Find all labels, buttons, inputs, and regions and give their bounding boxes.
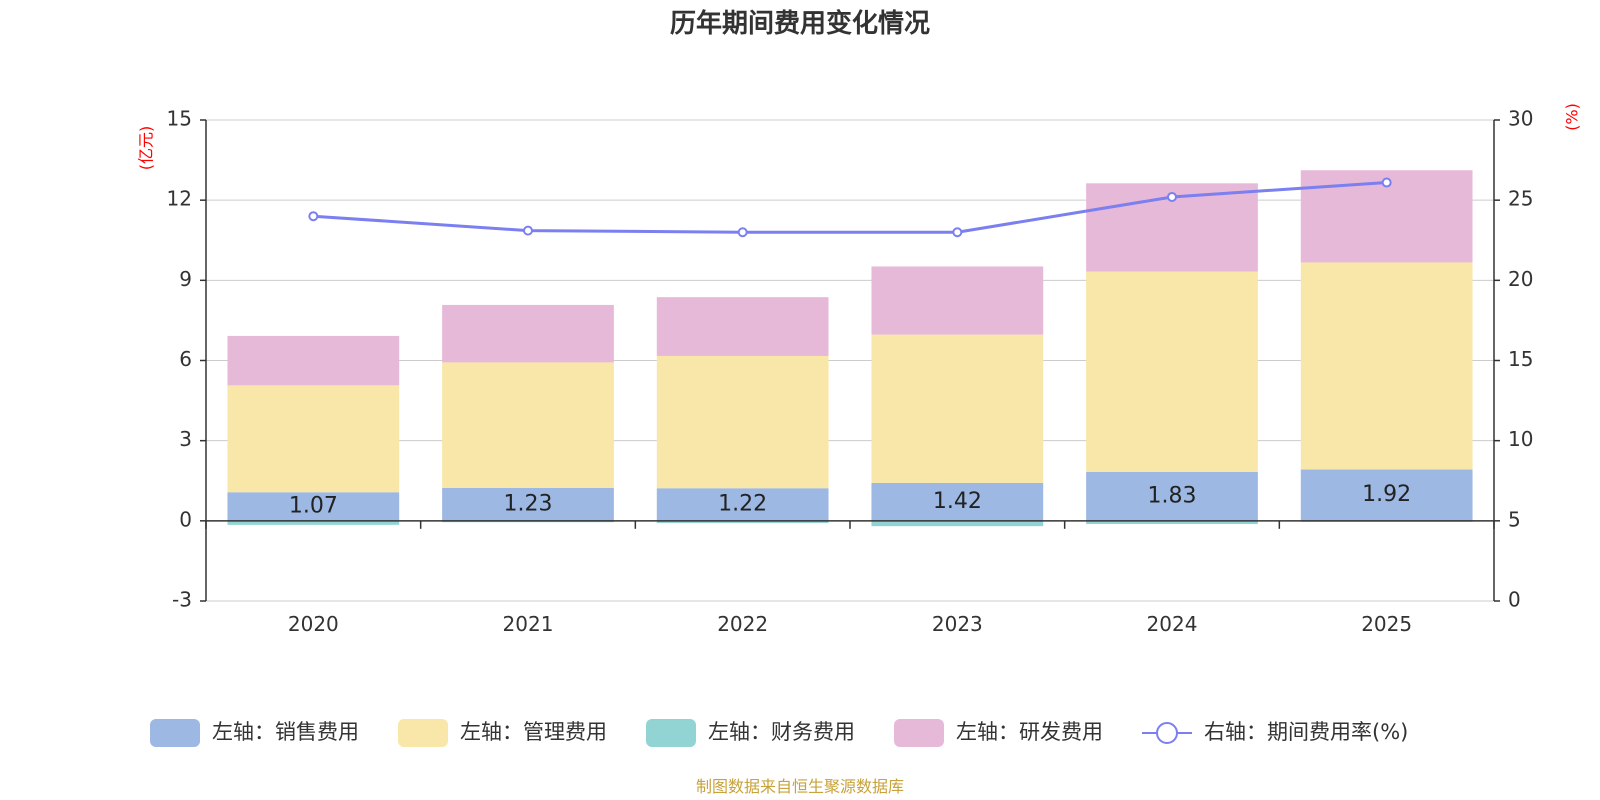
bar-segment (656, 297, 829, 356)
rate-line (313, 181, 1387, 234)
left-axis-tick-label: 15 (167, 107, 192, 131)
data-label: 1.23 (504, 491, 553, 516)
bar-segment (442, 304, 614, 363)
bar-segment-negative (656, 520, 829, 523)
bar-segment (656, 488, 829, 521)
legend-label: 左轴：销售费用 (212, 720, 359, 744)
bar-segment (227, 492, 400, 521)
x-axis-label: 2022 (717, 612, 768, 636)
right-axis-unit: (%) (1563, 103, 1582, 131)
right-axis-tick-label: 25 (1508, 187, 1533, 211)
legend-label: 左轴：管理费用 (460, 720, 607, 744)
right-axis-tick-label: 0 (1508, 588, 1521, 612)
left-axis-tick-label: 12 (167, 187, 192, 211)
data-label: 1.22 (718, 492, 767, 517)
left-axis-tick-label: 6 (179, 347, 192, 371)
legend-label: 左轴：财务费用 (708, 720, 855, 744)
bar-segment (442, 487, 614, 521)
bar-segment-negative (1086, 520, 1258, 525)
x-axis-label: 2020 (288, 612, 339, 636)
bar-segment (1300, 262, 1473, 470)
legend: 左轴：销售费用 左轴：管理费用 左轴：财务费用 左轴：研发费用 右轴：期间费用率(%) (150, 719, 1408, 747)
data-label: 1.83 (1148, 483, 1197, 508)
data-labels-group: 1.07 1.23 1.22 1.42 1.83 1.92 (289, 482, 1411, 518)
x-axis-label: 2025 (1361, 612, 1412, 636)
legend-swatch (646, 719, 696, 747)
right-axis-tick-label: 15 (1508, 347, 1533, 371)
right-axis-tick-label: 30 (1508, 107, 1533, 131)
data-label: 1.07 (289, 494, 338, 519)
rate-point (1381, 177, 1392, 188)
rate-line-group (308, 177, 1392, 238)
legend-label: 右轴：期间费用率(%) (1204, 720, 1408, 744)
source-note: 制图数据来自恒生聚源数据库 (696, 777, 904, 796)
left-axis-tick-label: -3 (172, 588, 192, 612)
legend-swatch (398, 719, 448, 747)
rate-point (952, 227, 963, 238)
chart-title: 历年期间费用变化情况 (670, 8, 930, 39)
legend-swatch (150, 719, 200, 747)
left-axis-tick-label: 3 (179, 427, 192, 451)
bar-segment (871, 334, 1044, 483)
legend-label: 左轴：研发费用 (956, 720, 1103, 744)
left-axis-unit: (亿元) (137, 126, 156, 171)
bar-segment (227, 385, 400, 493)
right-axis-tick-label: 20 (1508, 267, 1533, 291)
left-axis-tick-label: 9 (179, 267, 192, 291)
bar-segment (871, 266, 1044, 335)
x-axis-label: 2024 (1147, 612, 1198, 636)
bar-segment (1300, 469, 1473, 521)
right-axis-tick-label: 5 (1508, 507, 1521, 531)
right-axis-tick-label: 10 (1508, 427, 1533, 451)
bar-segment (442, 362, 614, 488)
rate-point (1167, 191, 1177, 202)
rate-point (308, 211, 319, 222)
bar-segment (1086, 271, 1258, 472)
bar-segment-negative (871, 520, 1044, 527)
rate-point (737, 227, 748, 238)
data-label: 1.92 (1362, 482, 1411, 507)
bar-segment (656, 355, 829, 489)
bar-segment-negative (227, 520, 400, 525)
grid-lines (206, 119, 1494, 602)
legend-marker-icon (1156, 722, 1178, 744)
x-axis-label: 2023 (932, 612, 983, 636)
x-axis-label: 2021 (503, 612, 554, 636)
legend-swatch (894, 719, 944, 747)
bar-segment (871, 482, 1044, 521)
bar-series-group (227, 170, 1473, 527)
rate-point (523, 225, 533, 236)
bar-segment (227, 335, 400, 386)
left-axis-tick-label: 0 (179, 507, 192, 531)
data-label: 1.42 (933, 489, 982, 514)
bar-segment (1086, 471, 1258, 521)
